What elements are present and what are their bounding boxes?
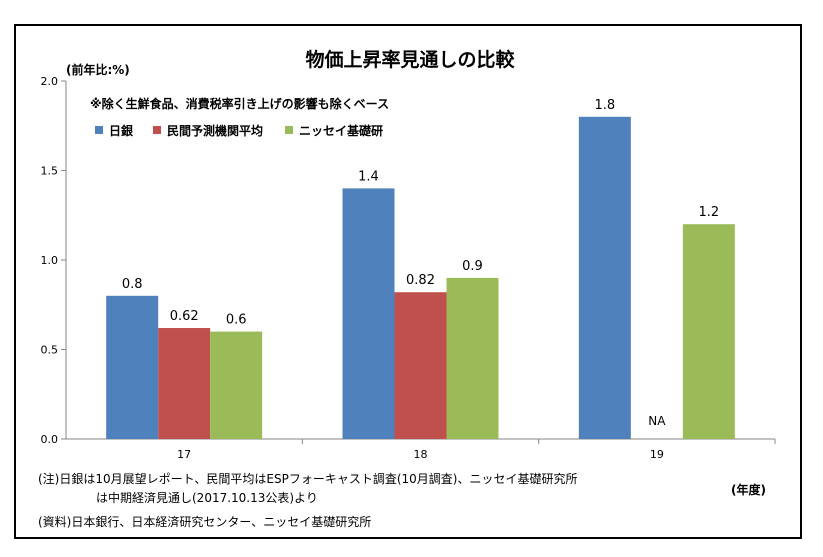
x-axis-label: (年度) (731, 482, 766, 497)
legend-label: ニッセイ基礎研 (299, 123, 383, 138)
source-note: (資料)日本銀行、日本経済研究センター、ニッセイ基礎研究所 (38, 515, 372, 529)
legend-swatch (285, 126, 293, 134)
y-tick-label: 0.5 (41, 344, 59, 357)
chart-subtitle: ※除く生鮮食品、消費税率引き上げの影響も除くベース (90, 96, 389, 111)
legend-label: 日銀 (109, 123, 133, 138)
y-tick-label: 1.0 (41, 254, 59, 267)
footnote-line-1: (注)日銀は10月展望レポート、民間平均はESPフォーキャスト調査(10月調査)… (38, 472, 578, 486)
bar (394, 292, 447, 439)
x-tick-label: 17 (177, 448, 191, 461)
data-label: 0.62 (170, 309, 199, 324)
data-label: 0.8 (122, 277, 143, 292)
bar (158, 328, 211, 439)
data-label: 0.9 (462, 259, 483, 274)
x-tick-label: 18 (414, 448, 428, 461)
bar (210, 331, 263, 439)
data-label: 1.2 (698, 205, 719, 220)
bar (106, 295, 159, 439)
chart-frame (14, 24, 802, 539)
x-tick-label: 19 (650, 448, 664, 461)
y-tick-label: 2.0 (41, 75, 59, 88)
data-label: 0.82 (406, 273, 435, 288)
legend-label: 民間予測機関平均 (167, 123, 263, 138)
legend-swatch (153, 126, 161, 134)
y-axis-label: (前年比:%) (66, 62, 130, 77)
footnote-line-2: は中期経済見通し(2017.10.13公表)より (96, 491, 318, 505)
data-label: NA (648, 414, 666, 428)
bar (578, 116, 631, 440)
data-label: 1.4 (358, 169, 379, 184)
y-tick-label: 0.0 (41, 433, 59, 446)
data-label: 1.8 (594, 98, 615, 113)
chart-title: 物価上昇率見通しの比較 (305, 48, 515, 71)
bar (682, 224, 735, 439)
bar (342, 188, 395, 439)
y-tick-label: 1.5 (41, 165, 59, 178)
legend-swatch (95, 126, 103, 134)
data-label: 0.6 (226, 313, 247, 328)
bar (446, 277, 499, 439)
